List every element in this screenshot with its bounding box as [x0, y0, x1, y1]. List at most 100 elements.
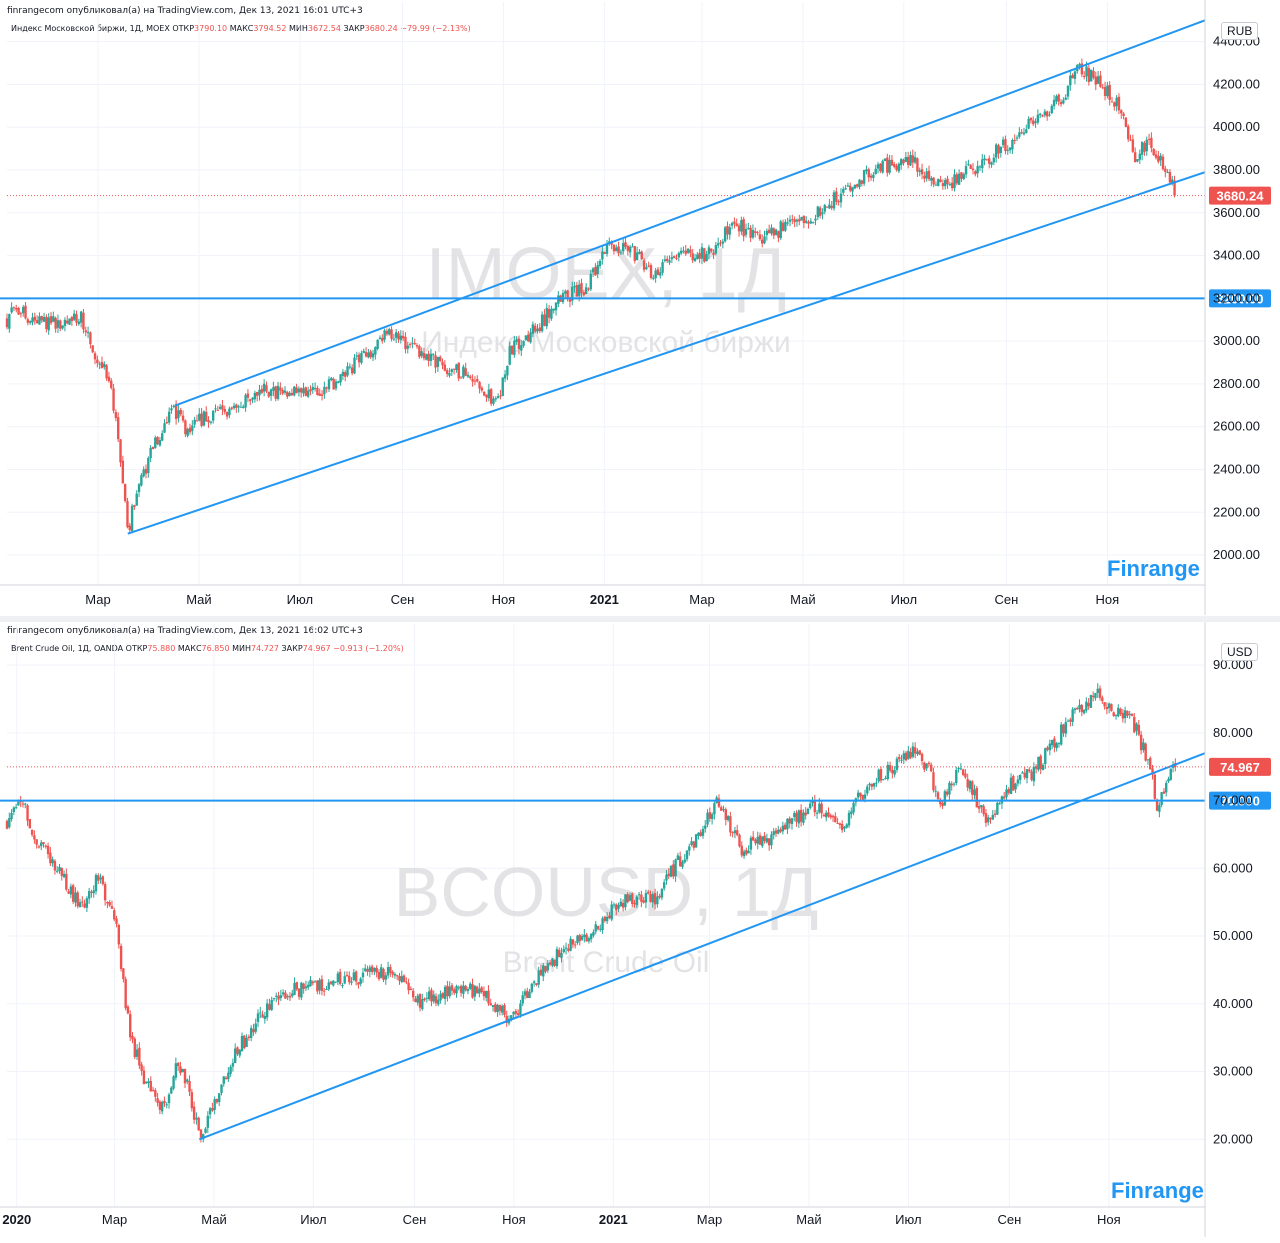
candle-body [571, 939, 575, 945]
candle-body [658, 895, 661, 898]
candle-body [1106, 85, 1109, 97]
candle-body [42, 842, 45, 844]
candle-body [619, 901, 623, 907]
candle-body [46, 845, 50, 855]
x-tick-label: Июл [895, 1212, 921, 1227]
candle-body [847, 812, 851, 826]
candle-body [1094, 76, 1097, 85]
candle-body [110, 380, 113, 389]
candle-body [337, 381, 340, 383]
candle-body [151, 1089, 155, 1091]
candle-body [790, 818, 794, 825]
candle-body [207, 420, 210, 423]
candle-body [72, 313, 76, 320]
candle-body [94, 875, 98, 892]
candle-body [1143, 143, 1146, 152]
currency-label[interactable]: USD [1221, 643, 1259, 661]
imoex-chart-panel: finrangecom опубликовал(а) на TradingVie… [0, 0, 1280, 616]
candle-body [373, 967, 376, 972]
candle-body [527, 334, 530, 342]
candle-body [984, 813, 988, 823]
candle-body [626, 246, 630, 251]
candle-body [991, 814, 994, 820]
candle-body [448, 373, 451, 376]
candle-body [243, 1035, 246, 1049]
candle-body [475, 986, 479, 994]
candle-body [751, 230, 755, 238]
candle-body [457, 362, 460, 379]
candle-body [1073, 71, 1077, 79]
candle-body [737, 225, 741, 232]
candle-body [797, 810, 801, 824]
candle-body [957, 767, 960, 769]
candle-body [35, 320, 39, 323]
candle-body [422, 352, 426, 359]
candle-body [1005, 789, 1008, 798]
candle-body [791, 219, 794, 221]
candle-body [378, 337, 382, 340]
candle-body [133, 505, 136, 507]
candle-body [850, 811, 853, 815]
candle-body [84, 330, 87, 333]
candle-body [325, 988, 328, 990]
candle-body [1103, 702, 1106, 707]
candle-body [696, 254, 699, 260]
candle-body [1038, 113, 1042, 116]
candle-body [1085, 701, 1088, 711]
y-tick-label: 2400.00 [1213, 461, 1260, 476]
close-value: 74.967 [302, 644, 331, 653]
candle-body [149, 447, 152, 459]
currency-label[interactable]: RUB [1221, 22, 1259, 40]
candle-body [58, 866, 61, 871]
candle-body [566, 290, 569, 298]
brent-chart[interactable]: BCOUSD, 1Д Brent Crude Oil 70.00074.967 … [0, 622, 1280, 1243]
candle-body [874, 168, 877, 175]
imoex-chart[interactable]: IMOEX, 1Д Индекс Московской биржи 3200.0… [0, 0, 1280, 616]
candle-body [1147, 138, 1151, 140]
low-value: 74.727 [251, 644, 279, 653]
candle-body [640, 251, 643, 259]
candle-body [190, 1092, 194, 1109]
candle-body [659, 272, 662, 276]
candle-body [409, 988, 413, 990]
candle-body [309, 979, 312, 987]
candle-body [717, 798, 721, 807]
candle-body [1087, 68, 1091, 83]
low-label: МИН [288, 24, 308, 33]
candle-body [993, 813, 997, 815]
candle-body [318, 979, 321, 991]
candle-body [368, 967, 372, 972]
candle-body [932, 772, 935, 791]
candle-body [260, 388, 264, 393]
candle-body [348, 975, 351, 983]
candle-body [765, 838, 769, 843]
trend-lines[interactable]: 70.000 74.967 [0, 752, 1271, 1141]
candle-body [446, 985, 449, 997]
candle-body [98, 363, 101, 365]
candle-body [554, 302, 558, 311]
candle-body [816, 206, 820, 218]
candle-body [1096, 688, 1099, 693]
candle-body [202, 411, 206, 426]
candle-body [31, 317, 34, 323]
candle-body [1145, 139, 1148, 152]
trend-lines[interactable]: 3200.00 3680.24 [0, 19, 1271, 535]
candle-body [498, 1005, 502, 1011]
candle-body [144, 468, 148, 474]
candle-body [42, 316, 46, 322]
candle-body [107, 376, 111, 382]
candle-body [631, 246, 634, 248]
candle-body [740, 220, 743, 232]
candle-body [108, 902, 111, 906]
candle-body [691, 253, 694, 261]
candle-body [1162, 791, 1166, 794]
last-price-label: 74.967 [1220, 760, 1260, 775]
candle-body [188, 1081, 191, 1092]
candle-body [832, 192, 836, 209]
candle-body [1168, 171, 1172, 183]
candle-body [1142, 742, 1145, 751]
candle-body [793, 813, 796, 817]
candle-body [724, 809, 727, 820]
candle-body [5, 318, 9, 328]
candle-body [1080, 63, 1084, 75]
